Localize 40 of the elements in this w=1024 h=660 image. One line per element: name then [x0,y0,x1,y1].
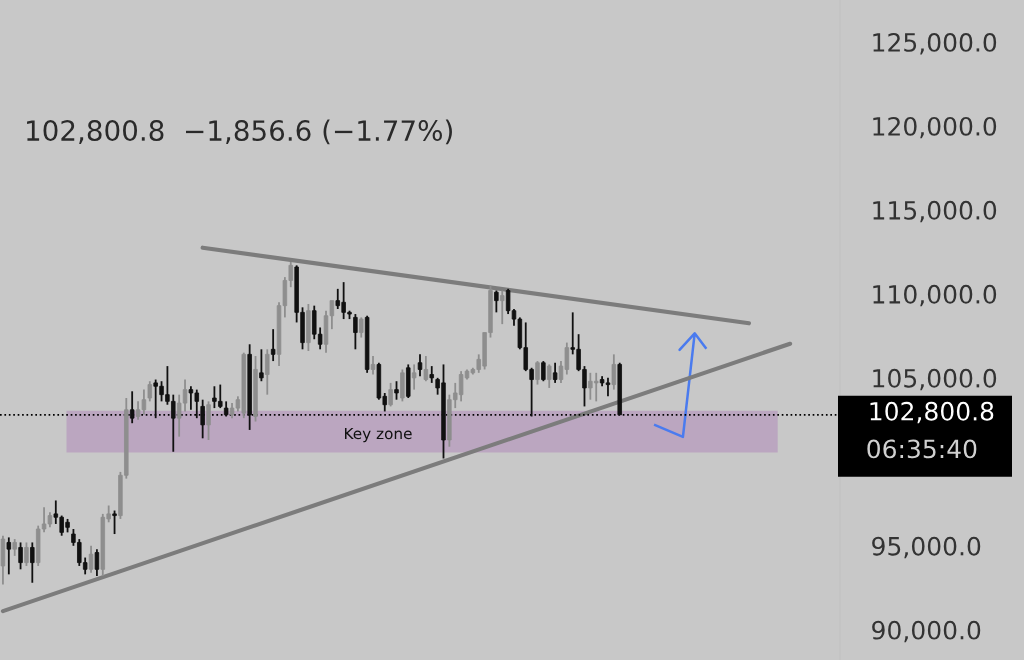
candlestick [6,536,12,576]
candlestick [270,328,276,362]
candlestick [147,380,153,403]
candlestick [611,353,617,391]
candlestick [88,544,94,574]
candlestick [535,360,540,386]
candlestick [259,348,264,383]
candlestick [18,541,23,571]
y-tick-label: 90,000.0 [872,620,981,643]
candlestick [411,363,417,391]
candlestick [388,381,393,408]
candlestick [265,348,270,396]
candlestick [359,316,364,339]
candlestick [541,360,546,383]
candlestick [112,509,117,535]
candlestick [206,400,211,441]
candlestick [552,361,558,384]
candlestick [394,380,399,401]
candlestick [353,313,358,351]
y-tick-label: 115,000.0 [873,200,997,223]
text: 06:35:40 [867,439,977,459]
y-tick-label: 105,000.0 [873,368,997,391]
candlestick [200,398,205,440]
candlestick [24,541,29,567]
candlestick [494,289,499,314]
band-label: Key zone [345,427,412,443]
candlestick [417,353,423,378]
candlestick [129,390,135,425]
candlestick [370,355,376,376]
candlestick [500,289,505,326]
candlestick [94,548,100,577]
y-tick-label: 95,000.0 [872,536,981,559]
y-tick-label: 110,000.0 [873,284,997,307]
ref-line-label: 102,800.8 [870,401,994,424]
text: 102,800.8 −1,856.6 (−1.77%) [27,119,452,145]
candlestick [546,363,552,389]
candlestick [423,355,429,383]
y-tick-label: 120,000.0 [873,116,997,139]
candlestick [30,541,35,584]
y-tick-label: 125,000.0 [873,32,997,55]
